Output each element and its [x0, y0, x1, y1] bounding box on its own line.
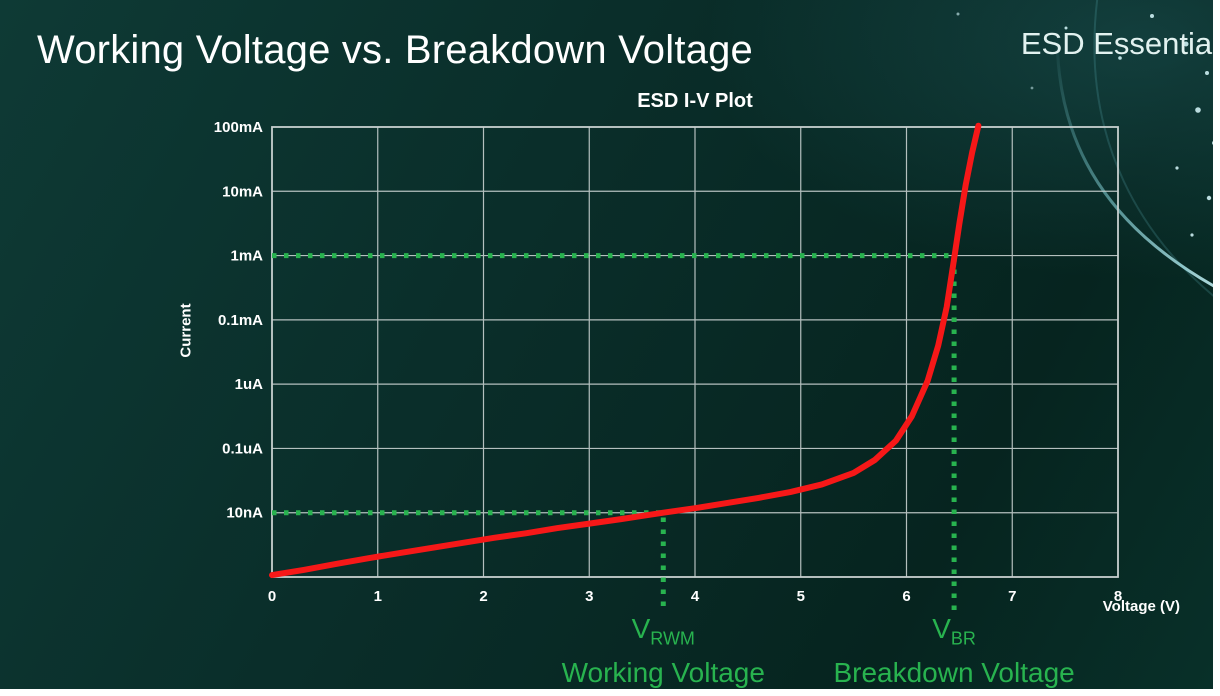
gridlines: [272, 127, 1118, 577]
svg-text:1: 1: [374, 588, 382, 605]
svg-text:5: 5: [797, 588, 805, 605]
svg-text:0: 0: [268, 588, 276, 605]
svg-text:6: 6: [902, 588, 910, 605]
svg-text:1mA: 1mA: [230, 248, 263, 265]
svg-text:1uA: 1uA: [235, 376, 264, 393]
svg-text:100mA: 100mA: [214, 119, 263, 136]
esd-iv-plot: 100mA 10mA 1mA 0.1mA 1uA 0.1uA 10nA 0 1 2 3 4 5 6 7 8: [214, 119, 1122, 611]
plot-border: [271, 126, 1119, 578]
svg-text:0.1mA: 0.1mA: [218, 312, 263, 329]
vrwm-symbol: VRWM: [631, 613, 695, 649]
iv-curve: [269, 122, 982, 579]
x-axis-label: Voltage (V): [1102, 598, 1180, 615]
svg-text:3: 3: [585, 588, 593, 605]
vbr-marker-label: VBR Breakdown Voltage: [833, 614, 1074, 689]
svg-text:2: 2: [479, 588, 487, 605]
svg-text:0.1uA: 0.1uA: [222, 440, 263, 457]
chart-title: ESD I-V Plot: [637, 90, 753, 112]
page-title: Working Voltage vs. Breakdown Voltage: [37, 28, 753, 72]
svg-text:4: 4: [691, 588, 700, 605]
svg-text:10mA: 10mA: [222, 183, 263, 200]
guide-vrwm: [272, 510, 666, 611]
x-axis-tick-labels: 0 1 2 3 4 5 6 7 8: [268, 588, 1122, 605]
working-voltage-caption: Working Voltage: [561, 656, 765, 688]
vrwm-marker-label: VRWM Working Voltage: [562, 614, 765, 689]
y-axis-label: Current: [177, 303, 195, 358]
y-axis-tick-labels: 100mA 10mA 1mA 0.1mA 1uA 0.1uA 10nA: [214, 119, 263, 522]
breakdown-voltage-caption: Breakdown Voltage: [833, 656, 1075, 688]
svg-text:8: 8: [1114, 588, 1122, 605]
svg-text:10nA: 10nA: [226, 505, 263, 522]
vbr-symbol: VBR: [932, 613, 976, 649]
svg-text:7: 7: [1008, 588, 1016, 605]
brand-text: ESD Essential: [1020, 26, 1213, 61]
